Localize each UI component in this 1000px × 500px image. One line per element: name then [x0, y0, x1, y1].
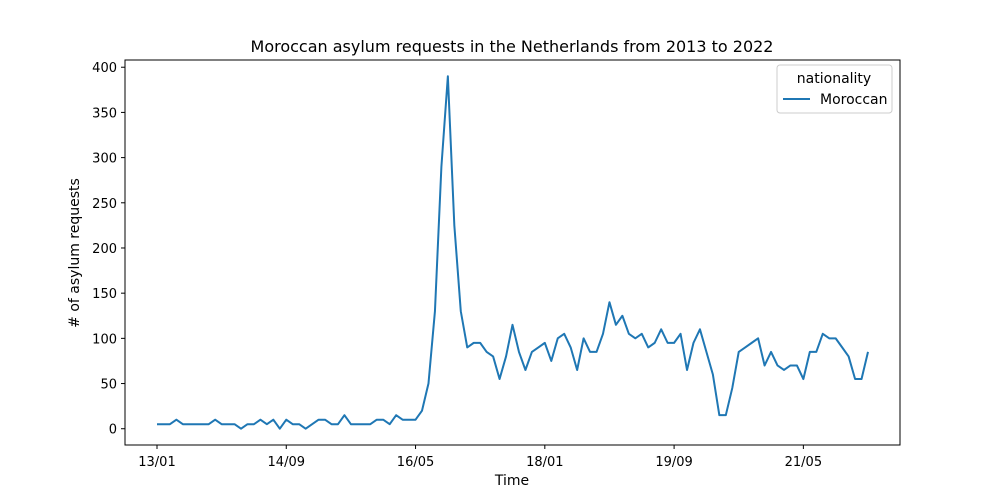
y-axis-label: # of asylum requests [67, 178, 83, 328]
y-tick-label: 300 [92, 152, 117, 167]
x-axis: 13/01 14/09 16/05 18/01 19/09 21/05 [138, 445, 822, 470]
y-tick-label: 200 [92, 242, 117, 257]
y-tick-label: 100 [92, 332, 117, 347]
legend: nationality Moroccan [776, 64, 893, 114]
x-tick-label: 21/05 [785, 455, 822, 470]
y-tick-label: 400 [92, 61, 117, 76]
x-tick-label: 14/09 [268, 455, 305, 470]
legend-title: nationality [797, 71, 871, 87]
legend-label-moroccan: Moroccan [820, 92, 888, 108]
x-tick-label: 18/01 [526, 455, 563, 470]
plot-area [124, 59, 901, 446]
y-tick-label: 0 [109, 423, 117, 438]
x-tick-label: 16/05 [397, 455, 434, 470]
plot-frame [124, 59, 901, 446]
y-axis: 0 50 100 150 200 250 300 350 400 [92, 61, 125, 438]
y-tick-label: 150 [92, 287, 117, 302]
y-tick-label: 250 [92, 197, 117, 212]
x-axis-label: Time [494, 473, 529, 489]
y-tick-label: 50 [100, 378, 117, 393]
x-tick-label: 19/09 [655, 455, 692, 470]
x-tick-label: 13/01 [138, 455, 175, 470]
y-tick-label: 350 [92, 106, 117, 121]
legend-box [776, 64, 893, 114]
chart-title: Moroccan asylum requests in the Netherla… [251, 37, 774, 56]
series-line-moroccan [157, 75, 869, 430]
